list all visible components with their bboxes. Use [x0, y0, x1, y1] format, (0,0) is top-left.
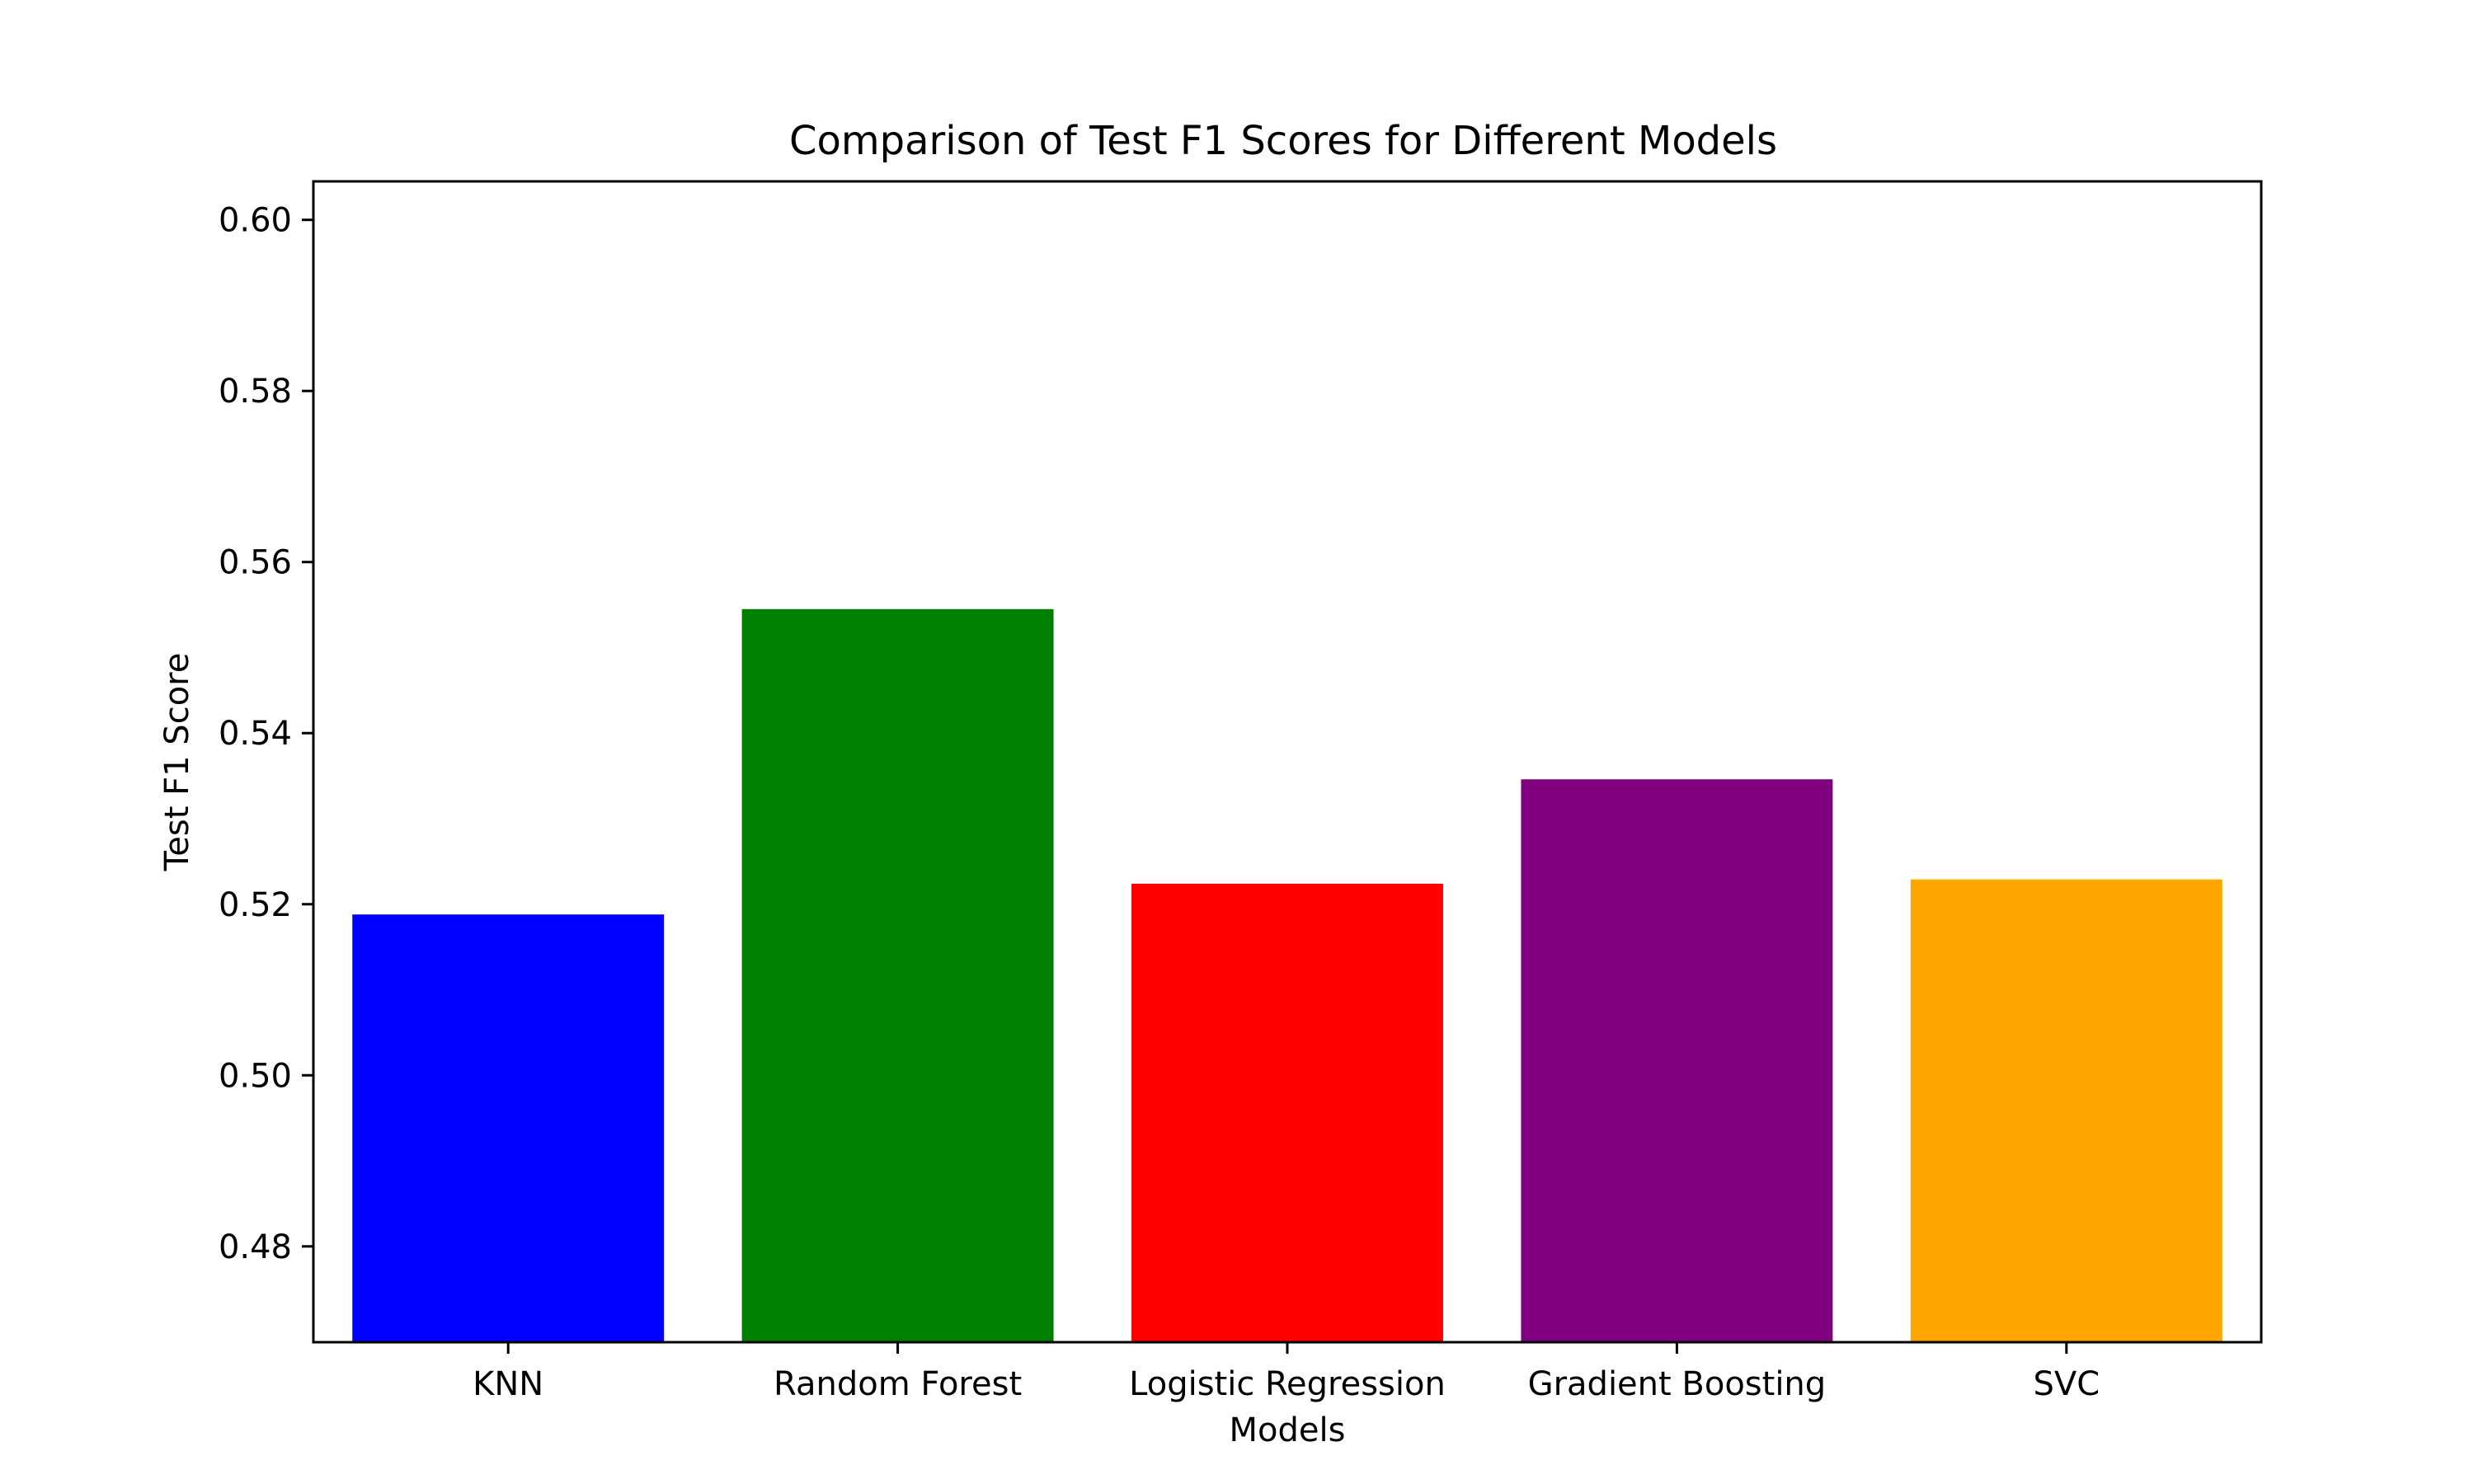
y-axis: 0.48 0.50 0.52 0.54 0.56 0.58 0.60 — [219, 202, 313, 1266]
bar-logistic-regression — [1131, 883, 1443, 1342]
bar-gradient-boosting — [1521, 779, 1833, 1342]
y-tick-label: 0.56 — [219, 544, 292, 582]
y-tick-label: 0.60 — [219, 202, 292, 240]
y-tick-label: 0.52 — [219, 886, 292, 924]
bar-random-forest — [741, 608, 1054, 1342]
x-tick-label: KNN — [473, 1365, 543, 1403]
x-tick-label: SVC — [2033, 1365, 2100, 1403]
y-axis-label: Test F1 Score — [158, 653, 196, 872]
y-tick-label: 0.54 — [219, 715, 292, 753]
x-tick-label: Random Forest — [774, 1365, 1022, 1403]
bars-group — [352, 608, 2222, 1342]
x-axis-label: Models — [1230, 1411, 1346, 1449]
x-tick-label: Logistic Regression — [1129, 1365, 1446, 1403]
bar-svc — [1910, 879, 2222, 1342]
x-tick-label: Gradient Boosting — [1528, 1365, 1827, 1403]
plot-frame — [312, 180, 2263, 1344]
chart-title: Comparison of Test F1 Scores for Differe… — [789, 118, 1777, 164]
y-tick-label: 0.48 — [219, 1228, 292, 1266]
y-tick-label: 0.50 — [219, 1057, 292, 1095]
y-tick-label: 0.58 — [219, 373, 292, 411]
x-axis: KNN Random Forest Logistic Regression Gradi… — [473, 1342, 2100, 1403]
bar-knn — [352, 914, 665, 1342]
